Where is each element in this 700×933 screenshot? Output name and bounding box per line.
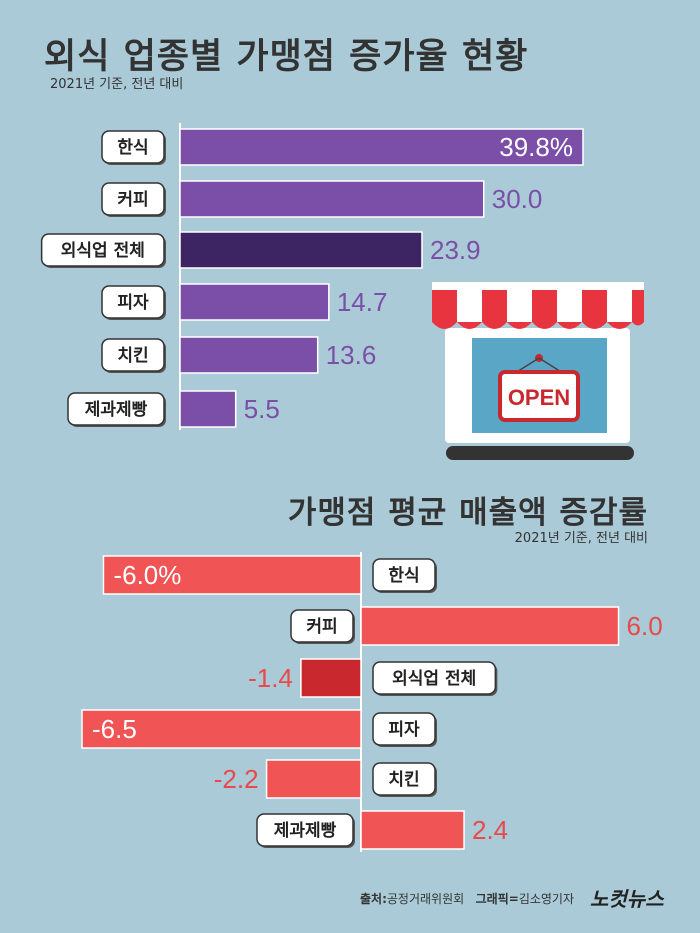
chart2-value-label-4: -2.2 bbox=[214, 764, 259, 794]
chart1-category-label-1 bbox=[101, 182, 165, 216]
chart2-bar-2 bbox=[300, 658, 362, 698]
open-sign bbox=[498, 370, 580, 422]
chart2-subtitle: 2021년 기준, 전년 대비 bbox=[514, 531, 648, 546]
chart1-bar-1 bbox=[179, 180, 485, 218]
footer-credits: 출처:공정거래위원회 그래픽=김소영기자 bbox=[360, 890, 574, 907]
chart2-bar-4 bbox=[265, 759, 362, 799]
chart1-category-label-5-text: 제과제빵 bbox=[85, 400, 148, 420]
chart2-bar-3 bbox=[81, 709, 362, 749]
chart1-value-label-1: 30.0 bbox=[492, 184, 543, 214]
chart1-value-label-3: 14.7 bbox=[337, 287, 388, 317]
chart1-value-label-0: 39.8% bbox=[499, 132, 573, 162]
chart1-title: 외식 업종별 가맹점 증가율 현황 bbox=[44, 37, 529, 77]
chart2-category-label-0 bbox=[372, 558, 436, 592]
store-awning bbox=[432, 282, 644, 329]
chart2-value-label-1: 6.0 bbox=[627, 611, 663, 641]
chart2-category-label-2-text: 외식업 전체 bbox=[392, 669, 476, 689]
store-base bbox=[446, 446, 634, 460]
open-sign-text: OPEN bbox=[508, 385, 570, 410]
chart1-category-label-4 bbox=[101, 338, 165, 372]
chart1-category-label-3-text: 피자 bbox=[117, 293, 149, 313]
chart1-category-label-1-text: 커피 bbox=[117, 190, 148, 210]
chart2-category-label-5-text: 제과제빵 bbox=[274, 821, 337, 841]
chart1-bar-3 bbox=[179, 283, 330, 321]
chart2-value-label-2: -1.4 bbox=[248, 663, 293, 693]
nocutnews-logo: 노컷뉴스 bbox=[590, 887, 664, 911]
chart2-category-label-1-text: 커피 bbox=[306, 617, 337, 637]
chart1-category-label-0-text: 한식 bbox=[117, 138, 148, 158]
chart2-category-label-2 bbox=[372, 661, 497, 695]
chart2-bar-1 bbox=[360, 606, 620, 646]
chart2-bar-0 bbox=[102, 555, 362, 595]
chart2-category-label-4-text: 치킨 bbox=[388, 770, 419, 790]
chart1-category-label-4-text: 치킨 bbox=[117, 346, 148, 366]
chart1-value-label-4: 13.6 bbox=[326, 340, 377, 370]
chart2-value-label-5: 2.4 bbox=[472, 815, 508, 845]
chart1-bar-5 bbox=[179, 390, 237, 428]
chart1-bar-2 bbox=[179, 231, 423, 269]
chart1-value-label-2: 23.9 bbox=[430, 235, 481, 265]
chart1-category-label-2 bbox=[40, 233, 165, 267]
chart1-subtitle: 2021년 기준, 전년 대비 bbox=[50, 77, 184, 92]
chart2-bar-5 bbox=[360, 810, 465, 850]
chart1-category-label-2-text: 외식업 전체 bbox=[61, 241, 145, 261]
source-label: 출처: bbox=[360, 892, 387, 906]
graphic-credit: 김소영기자 bbox=[518, 892, 575, 906]
chart2-category-label-3 bbox=[372, 712, 436, 746]
chart2-category-label-3-text: 피자 bbox=[388, 720, 420, 740]
source-text: 공정거래위원회 bbox=[386, 892, 465, 906]
chart2-title: 가맹점 평균 매출액 증감률 bbox=[287, 495, 648, 531]
chart2-value-label-3: -6.5 bbox=[92, 714, 137, 744]
chart2-category-label-5 bbox=[256, 813, 354, 847]
chart1-bar-0 bbox=[179, 128, 584, 166]
store-illustration: OPEN bbox=[432, 282, 644, 460]
chart2-value-label-0: -6.0% bbox=[113, 560, 181, 590]
chart2-category-label-4 bbox=[372, 762, 436, 796]
chart2-category-label-1 bbox=[290, 609, 354, 643]
chart2-category-label-0-text: 한식 bbox=[388, 566, 419, 586]
chart1-category-label-0 bbox=[101, 130, 165, 164]
graphic-label: 그래픽= bbox=[475, 892, 519, 906]
chart1-category-label-5 bbox=[67, 392, 165, 426]
chart1-value-label-5: 5.5 bbox=[244, 394, 280, 424]
chart1-bar-4 bbox=[179, 336, 319, 374]
chart1-category-label-3 bbox=[101, 285, 165, 319]
